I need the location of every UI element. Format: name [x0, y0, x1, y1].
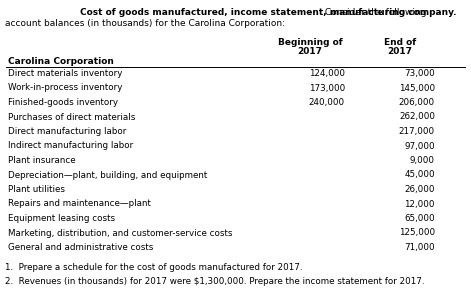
- Text: 45,000: 45,000: [405, 170, 435, 179]
- Text: 1.  Prepare a schedule for the cost of goods manufactured for 2017.: 1. Prepare a schedule for the cost of go…: [5, 263, 302, 273]
- Text: 26,000: 26,000: [405, 185, 435, 194]
- Text: 2.  Revenues (in thousands) for 2017 were $1,300,000. Prepare the income stateme: 2. Revenues (in thousands) for 2017 were…: [5, 276, 424, 286]
- Text: 173,000: 173,000: [309, 83, 345, 92]
- Text: 217,000: 217,000: [399, 127, 435, 136]
- Text: 240,000: 240,000: [309, 98, 345, 107]
- Text: 73,000: 73,000: [404, 69, 435, 78]
- Text: Depreciation—plant, building, and equipment: Depreciation—plant, building, and equipm…: [8, 170, 207, 179]
- Text: Purchases of direct materials: Purchases of direct materials: [8, 112, 135, 121]
- Text: Carolina Corporation: Carolina Corporation: [8, 57, 114, 66]
- Text: Beginning of: Beginning of: [277, 38, 342, 47]
- Text: Cost of goods manufactured, income statement, manufacturing company.: Cost of goods manufactured, income state…: [81, 8, 457, 17]
- Text: Plant insurance: Plant insurance: [8, 156, 76, 165]
- Text: Plant utilities: Plant utilities: [8, 185, 65, 194]
- Text: Marketing, distribution, and customer-service costs: Marketing, distribution, and customer-se…: [8, 229, 233, 237]
- Text: 206,000: 206,000: [399, 98, 435, 107]
- Text: 145,000: 145,000: [399, 83, 435, 92]
- Text: 12,000: 12,000: [405, 200, 435, 208]
- Text: Work-in-process inventory: Work-in-process inventory: [8, 83, 122, 92]
- Text: account balances (in thousands) for the Carolina Corporation:: account balances (in thousands) for the …: [5, 19, 285, 28]
- Text: 262,000: 262,000: [399, 112, 435, 121]
- Text: 9,000: 9,000: [410, 156, 435, 165]
- Text: Direct manufacturing labor: Direct manufacturing labor: [8, 127, 126, 136]
- Text: Direct materials inventory: Direct materials inventory: [8, 69, 122, 78]
- Text: 71,000: 71,000: [405, 243, 435, 252]
- Text: 65,000: 65,000: [405, 214, 435, 223]
- Text: Consider the following: Consider the following: [322, 8, 426, 17]
- Text: 97,000: 97,000: [405, 141, 435, 150]
- Text: General and administrative costs: General and administrative costs: [8, 243, 154, 252]
- Text: 124,000: 124,000: [309, 69, 345, 78]
- Text: Finished-goods inventory: Finished-goods inventory: [8, 98, 118, 107]
- Text: Indirect manufacturing labor: Indirect manufacturing labor: [8, 141, 133, 150]
- Text: 2017: 2017: [298, 47, 323, 56]
- Text: Repairs and maintenance—plant: Repairs and maintenance—plant: [8, 200, 151, 208]
- Text: End of: End of: [384, 38, 416, 47]
- Text: Equipment leasing costs: Equipment leasing costs: [8, 214, 115, 223]
- Text: 2017: 2017: [388, 47, 413, 56]
- Text: 125,000: 125,000: [399, 229, 435, 237]
